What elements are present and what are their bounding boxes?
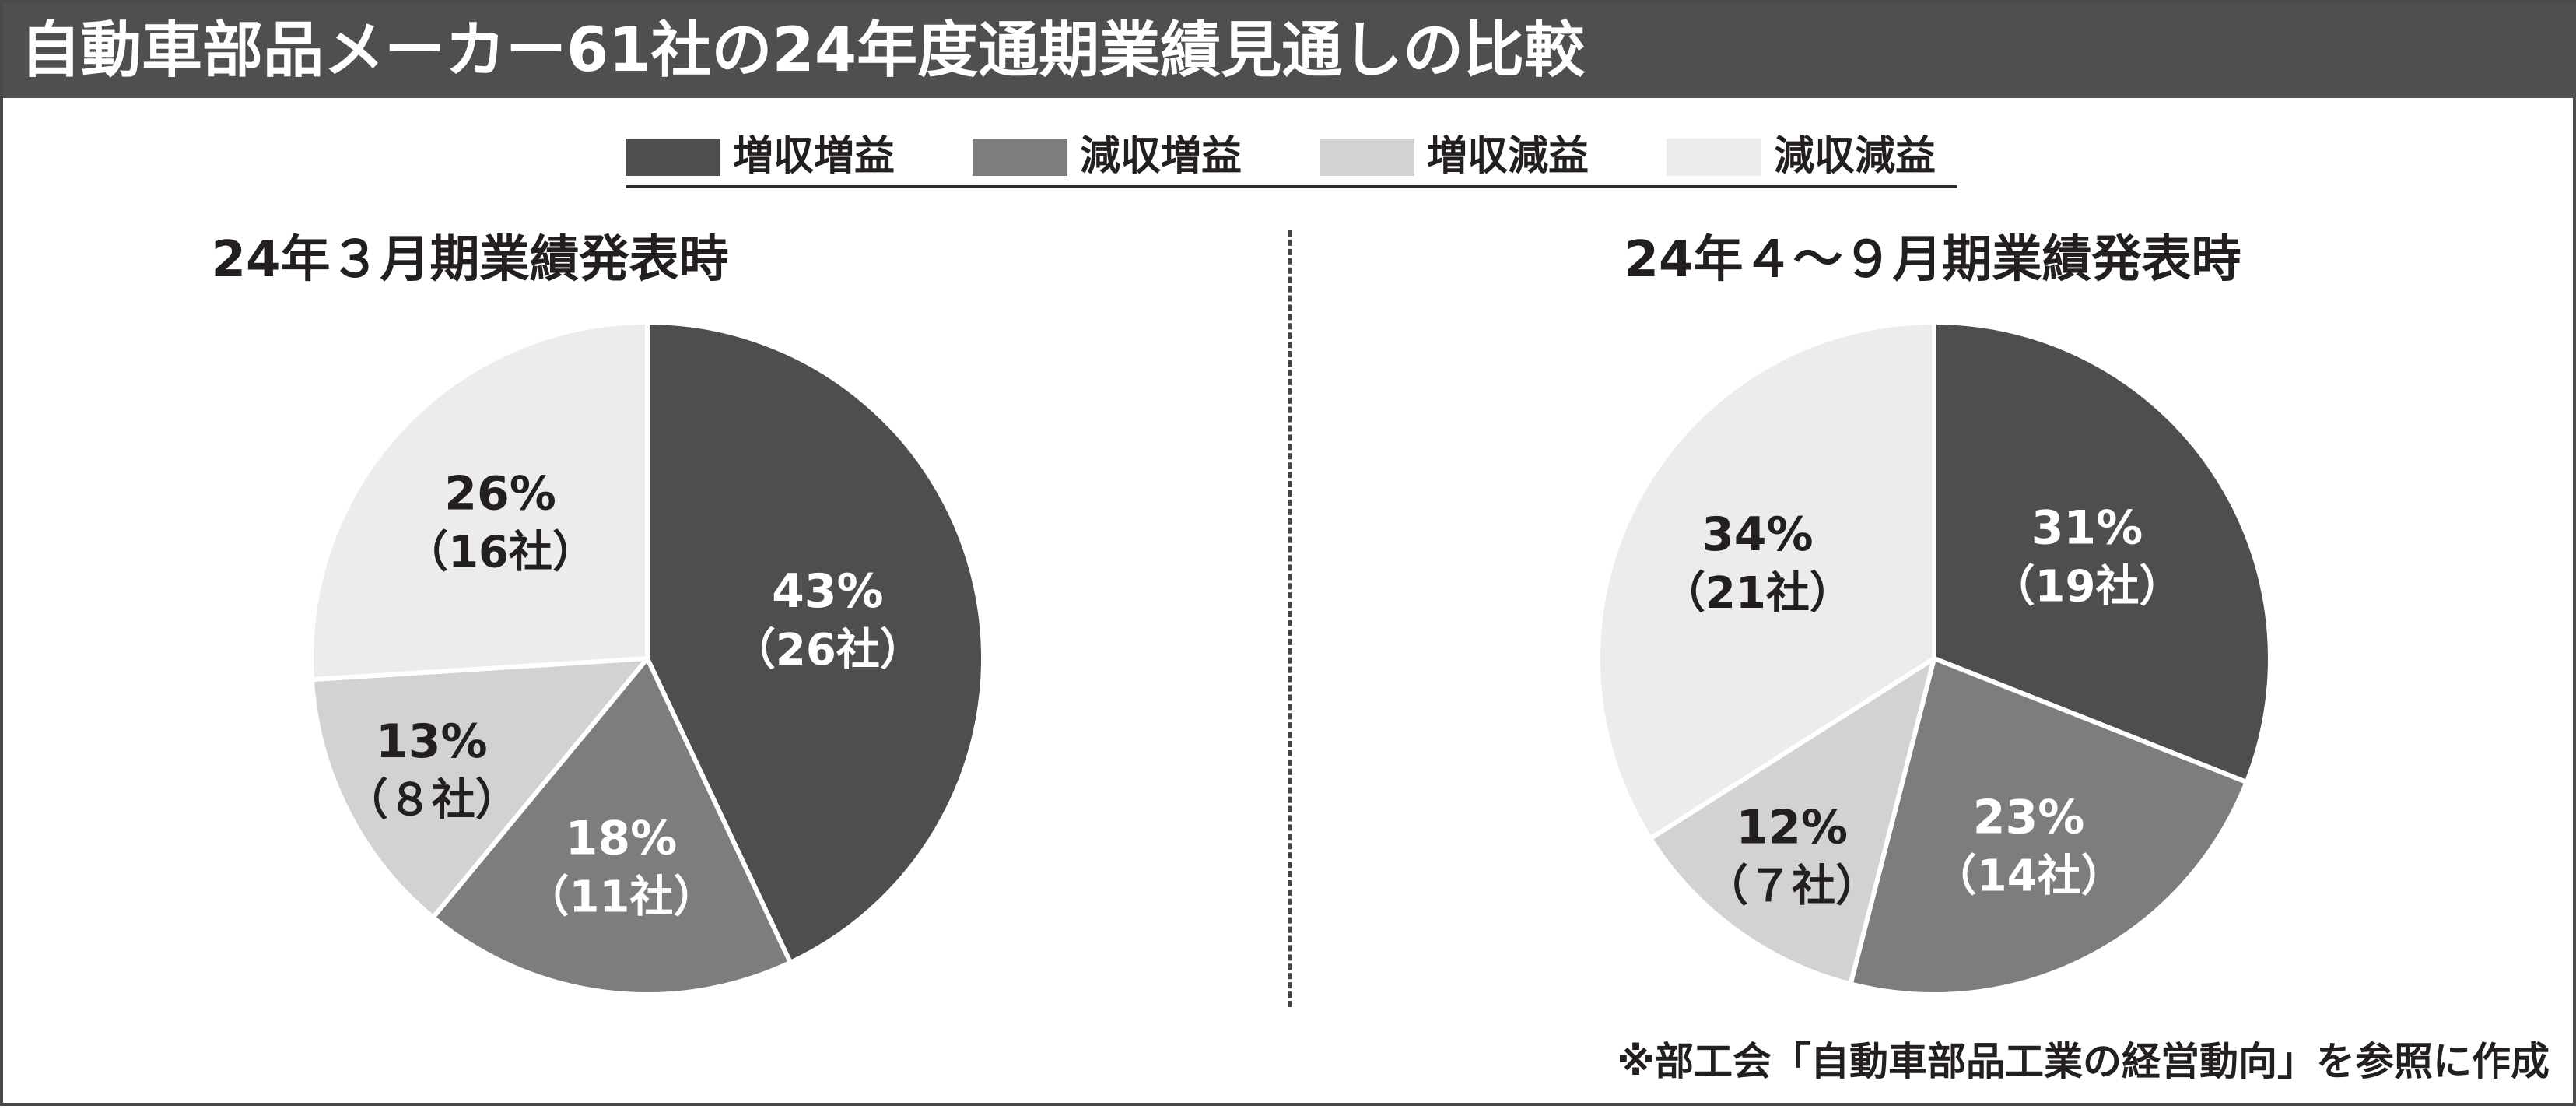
pie-slice: [645, 320, 986, 965]
slice-percent-label: 13%: [376, 714, 488, 769]
pie-slice: [1848, 656, 2249, 997]
slice-percent-label: 23%: [1973, 791, 2085, 845]
legend-swatch: [626, 139, 720, 176]
slice-count-label: （８社）: [345, 775, 519, 826]
pie-slice: [1932, 320, 2273, 785]
slice-count-label: （19社）: [1992, 561, 2183, 612]
source-note: ※部工会「自動車部品工業の経営動向」を参照に作成: [1617, 1039, 2550, 1084]
pie-chart-left: 43% （26社） 18% （11社） 13% （８社） 26% （16社）: [309, 320, 986, 997]
legend: 増収増益 減収増益 増収減益 減収減益: [626, 129, 1957, 188]
pie-slice: [1648, 656, 1936, 987]
panel-divider: [1288, 230, 1292, 1007]
legend-label: 増収増益: [733, 133, 895, 180]
legend-swatch: [1667, 139, 1761, 176]
slice-percent-label: 43%: [772, 564, 884, 619]
legend-label: 増収減益: [1427, 133, 1589, 180]
pie-slice: [1596, 320, 1936, 841]
slice-count-label: （７社）: [1705, 862, 1879, 912]
slice-count-label: （21社）: [1662, 568, 1853, 619]
title-bar: 自動車部品メーカー61社の24年度通期業績見通しの比較: [3, 3, 2576, 98]
pie-slice: [430, 656, 793, 997]
slice-percent-label: 26%: [444, 467, 556, 521]
right-pie-title: 24年４～９月期業績発表時: [1624, 231, 2241, 289]
slice-count-label: （14社）: [1933, 851, 2125, 902]
legend-label: 減収増益: [1080, 133, 1242, 180]
left-pie-title: 24年３月期業績発表時: [211, 231, 729, 289]
chart-title: 自動車部品メーカー61社の24年度通期業績見通しの比較: [20, 16, 1586, 86]
legend-swatch: [1320, 139, 1414, 176]
slice-percent-label: 12%: [1736, 801, 1848, 855]
slice-percent-label: 31%: [2031, 500, 2143, 555]
slice-percent-label: 18%: [566, 812, 678, 866]
legend-label: 減収減益: [1774, 133, 1936, 180]
slice-percent-label: 34%: [1702, 507, 1814, 562]
pie-chart-right: 31% （19社） 23% （14社） 12% （７社） 34% （21社）: [1596, 320, 2273, 997]
slice-count-label: （11社）: [525, 872, 717, 923]
pie-slice: [309, 320, 650, 683]
legend-swatch: [973, 139, 1067, 176]
pie-slice: [309, 656, 650, 920]
slice-count-label: （26社）: [732, 625, 924, 676]
slice-count-label: （16社）: [405, 528, 596, 578]
